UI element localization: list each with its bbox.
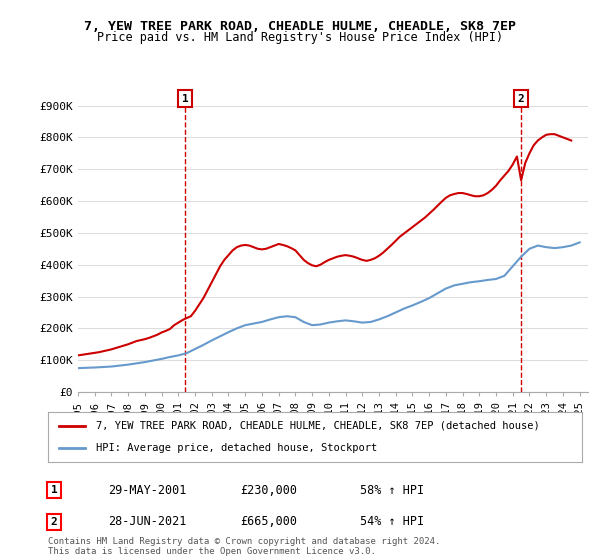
Text: 28-JUN-2021: 28-JUN-2021 [108, 515, 187, 529]
Text: 54% ↑ HPI: 54% ↑ HPI [360, 515, 424, 529]
Text: 7, YEW TREE PARK ROAD, CHEADLE HULME, CHEADLE, SK8 7EP (detached house): 7, YEW TREE PARK ROAD, CHEADLE HULME, CH… [96, 421, 540, 431]
Text: 1: 1 [182, 94, 188, 104]
Text: Contains HM Land Registry data © Crown copyright and database right 2024.: Contains HM Land Registry data © Crown c… [48, 538, 440, 547]
Text: £665,000: £665,000 [240, 515, 297, 529]
Text: This data is licensed under the Open Government Licence v3.0.: This data is licensed under the Open Gov… [48, 548, 376, 557]
Text: £230,000: £230,000 [240, 483, 297, 497]
Text: HPI: Average price, detached house, Stockport: HPI: Average price, detached house, Stoc… [96, 443, 377, 453]
Text: Price paid vs. HM Land Registry's House Price Index (HPI): Price paid vs. HM Land Registry's House … [97, 31, 503, 44]
Text: 7, YEW TREE PARK ROAD, CHEADLE HULME, CHEADLE, SK8 7EP: 7, YEW TREE PARK ROAD, CHEADLE HULME, CH… [84, 20, 516, 32]
Text: 2: 2 [50, 517, 58, 527]
Text: 2: 2 [518, 94, 524, 104]
Text: 1: 1 [50, 485, 58, 495]
Text: 58% ↑ HPI: 58% ↑ HPI [360, 483, 424, 497]
Text: 29-MAY-2001: 29-MAY-2001 [108, 483, 187, 497]
